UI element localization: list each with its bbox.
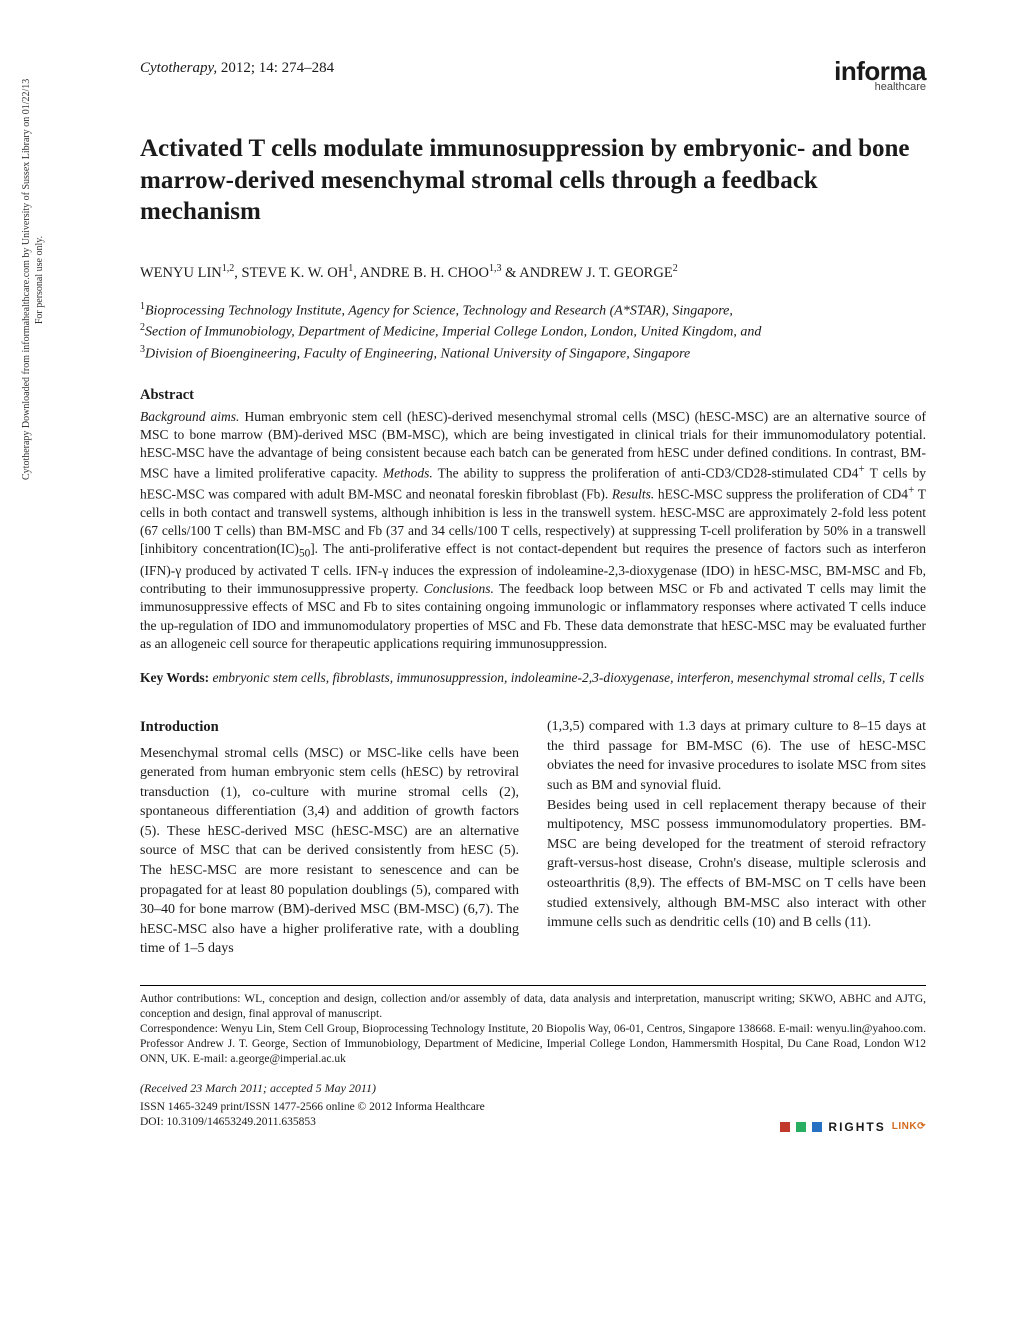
keywords-list: embryonic stem cells, fibroblasts, immun…	[213, 670, 925, 685]
authors: WENYU LIN1,2, STEVE K. W. OH1, ANDRE B. …	[140, 263, 926, 282]
issn-line1: ISSN 1465-3249 print/ISSN 1477-2566 onli…	[140, 1100, 926, 1115]
affiliations: 1Bioprocessing Technology Institute, Age…	[140, 300, 926, 365]
intro-para-left: Mesenchymal stromal cells (MSC) or MSC-l…	[140, 744, 519, 960]
rights-sq-green	[796, 1122, 806, 1132]
header-row: Cytotherapy, 2012; 14: 274–284 informa h…	[140, 60, 926, 93]
rights-sq-red	[780, 1122, 790, 1132]
publisher-logo: informa healthcare	[834, 60, 926, 93]
page: Cytotherapy Downloaded from informahealt…	[0, 0, 1016, 1170]
keywords-label: Key Words:	[140, 670, 209, 685]
download-side-note: Cytotherapy Downloaded from informahealt…	[20, 80, 46, 480]
rights-link-text: LINK⟳	[892, 1121, 926, 1132]
intro-para-right: (1,3,5) compared with 1.3 days at primar…	[547, 717, 926, 933]
rights-text: RIGHTS	[828, 1120, 885, 1134]
journal-citation: Cytotherapy, 2012; 14: 274–284	[140, 60, 334, 77]
received-dates: (Received 23 March 2011; accepted 5 May …	[140, 1081, 926, 1096]
body-col-right: (1,3,5) compared with 1.3 days at primar…	[547, 717, 926, 959]
body-columns: Introduction Mesenchymal stromal cells (…	[140, 717, 926, 959]
publisher-name: informa	[834, 60, 926, 83]
side-note-line2: For personal use only.	[34, 236, 45, 324]
footnotes: Author contributions: WL, conception and…	[140, 992, 926, 1067]
footnote-rule	[140, 985, 926, 986]
rightslink-badge[interactable]: RIGHTS LINK⟳	[780, 1120, 926, 1134]
side-note-line1: Cytotherapy Downloaded from informahealt…	[21, 79, 32, 480]
rights-sq-blue	[812, 1122, 822, 1132]
journal-name: Cytotherapy,	[140, 60, 217, 76]
abstract-heading: Abstract	[140, 387, 926, 404]
abstract-block: Abstract Background aims. Human embryoni…	[140, 387, 926, 654]
keywords: Key Words: embryonic stem cells, fibrobl…	[140, 669, 926, 687]
journal-vol: 2012; 14: 274–284	[221, 60, 334, 76]
introduction-heading: Introduction	[140, 717, 519, 737]
abstract-text: Background aims. Human embryonic stem ce…	[140, 408, 926, 654]
body-col-left: Introduction Mesenchymal stromal cells (…	[140, 717, 519, 959]
article-title: Activated T cells modulate immunosuppres…	[140, 133, 926, 227]
